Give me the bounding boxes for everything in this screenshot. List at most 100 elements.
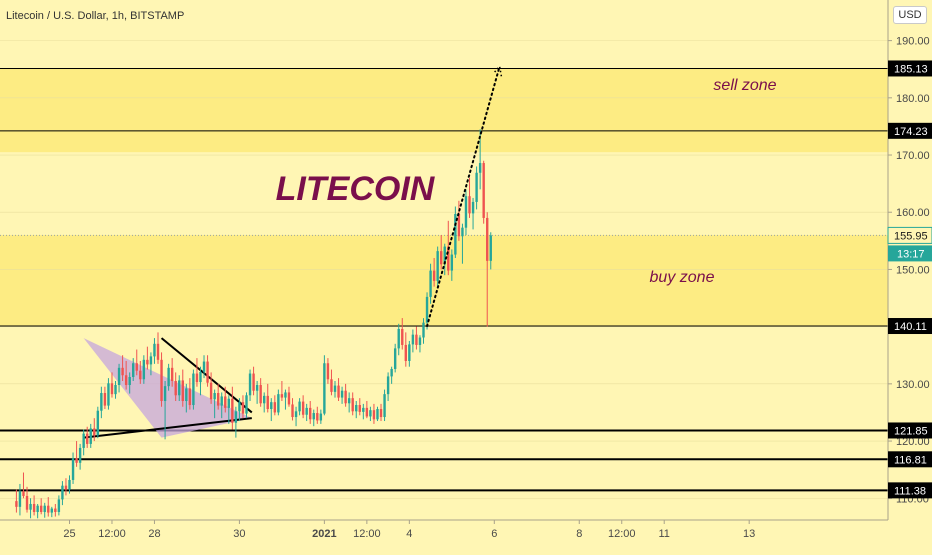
candle bbox=[337, 378, 340, 402]
candle bbox=[86, 426, 89, 448]
candle bbox=[418, 335, 422, 353]
candle bbox=[142, 355, 146, 384]
candle bbox=[78, 443, 82, 470]
candle-body bbox=[436, 251, 439, 281]
candle bbox=[39, 498, 43, 515]
annotations-layer: LITECOIN sell zone buy zone bbox=[276, 77, 777, 286]
candle-body bbox=[305, 407, 308, 415]
candle bbox=[15, 489, 18, 513]
time-tick-label: 13 bbox=[743, 528, 755, 540]
candle bbox=[277, 389, 280, 416]
candle bbox=[369, 406, 372, 422]
sell-zone-label: sell zone bbox=[713, 77, 776, 94]
candle-body bbox=[397, 328, 400, 349]
candle-body bbox=[390, 368, 393, 377]
candle bbox=[301, 395, 305, 419]
candle-body bbox=[57, 499, 61, 512]
candle-body bbox=[287, 392, 291, 405]
candle-body bbox=[32, 503, 36, 512]
candle-body bbox=[47, 505, 50, 513]
candle-body bbox=[121, 367, 124, 376]
price-badge-1 bbox=[888, 122, 932, 139]
candle-body bbox=[25, 495, 29, 510]
candle bbox=[443, 243, 446, 276]
last-price-badge bbox=[888, 227, 932, 244]
candle-body bbox=[142, 359, 146, 380]
candle-body bbox=[29, 503, 32, 510]
time-tick-label: 4 bbox=[406, 528, 412, 540]
candle-body bbox=[365, 407, 369, 417]
currency-selector-button[interactable]: USD bbox=[893, 6, 927, 24]
candle-body bbox=[393, 348, 397, 369]
candle bbox=[376, 406, 379, 422]
candle-body bbox=[238, 402, 241, 412]
candle bbox=[386, 372, 390, 402]
symbol-title: Litecoin / U.S. Dollar, 1h, BITSTAMP bbox=[6, 10, 184, 22]
candle bbox=[96, 406, 100, 439]
candle bbox=[340, 386, 344, 404]
candle bbox=[64, 478, 68, 496]
candle-body bbox=[110, 383, 114, 395]
candle bbox=[266, 383, 269, 413]
candle-body bbox=[22, 491, 25, 496]
candle bbox=[170, 358, 174, 387]
candle bbox=[100, 386, 103, 419]
candle bbox=[362, 403, 365, 420]
zone-0 bbox=[0, 68, 888, 153]
candle bbox=[326, 358, 330, 384]
time-tick-label: 11 bbox=[659, 528, 670, 540]
candle-body bbox=[82, 433, 85, 448]
candle bbox=[273, 395, 277, 416]
candle-body bbox=[224, 396, 227, 408]
time-axis[interactable]: 25 12:00 28 30 2021 12:00 4 6 8 12:00 11 13 bbox=[0, 519, 932, 550]
candles-layer bbox=[15, 129, 492, 519]
candle-body bbox=[263, 395, 266, 404]
candle bbox=[344, 383, 347, 407]
candle-body bbox=[277, 394, 280, 413]
candle-body bbox=[199, 371, 202, 383]
candle bbox=[248, 369, 252, 402]
candle-body bbox=[454, 213, 457, 255]
projection-line bbox=[426, 65, 501, 328]
candle-body bbox=[75, 458, 78, 463]
candle bbox=[471, 197, 475, 230]
buy-zone-label: buy zone bbox=[650, 269, 715, 286]
candle bbox=[323, 355, 326, 416]
candle bbox=[259, 378, 262, 407]
time-tick-label: 28 bbox=[148, 528, 160, 540]
candle-body bbox=[362, 407, 365, 412]
candle-body bbox=[128, 376, 131, 385]
price-axis[interactable]: 110.00120.00130.00140.00150.00160.00170.… bbox=[887, 0, 932, 550]
time-tick-label: 8 bbox=[576, 528, 582, 540]
candle-body bbox=[227, 398, 230, 408]
candle-body bbox=[461, 227, 464, 237]
candle-body bbox=[259, 384, 262, 404]
candle bbox=[132, 358, 135, 381]
candle bbox=[415, 326, 418, 350]
price-badge-0 bbox=[888, 60, 932, 77]
candle-body bbox=[489, 235, 492, 261]
candle-body bbox=[195, 373, 199, 383]
price-badge-5 bbox=[888, 482, 932, 499]
price-tick-label: 190.00 bbox=[896, 36, 930, 48]
candle-body bbox=[146, 359, 149, 365]
candle bbox=[57, 495, 61, 516]
time-axis-background bbox=[0, 520, 888, 550]
candle bbox=[181, 369, 184, 407]
price-tick-label: 130.00 bbox=[896, 379, 930, 391]
time-tick-label: 12:00 bbox=[98, 528, 126, 540]
candle bbox=[216, 383, 220, 410]
candle bbox=[390, 366, 393, 384]
candle bbox=[379, 403, 383, 422]
candle bbox=[36, 503, 39, 519]
candle-body bbox=[124, 375, 128, 385]
candle bbox=[227, 395, 230, 424]
candle bbox=[330, 369, 333, 396]
candle-body bbox=[252, 373, 255, 391]
candle-body bbox=[93, 428, 96, 436]
candle-body bbox=[440, 251, 443, 265]
candle bbox=[464, 189, 468, 236]
price-badge-1-text: 174.23 bbox=[894, 126, 928, 138]
